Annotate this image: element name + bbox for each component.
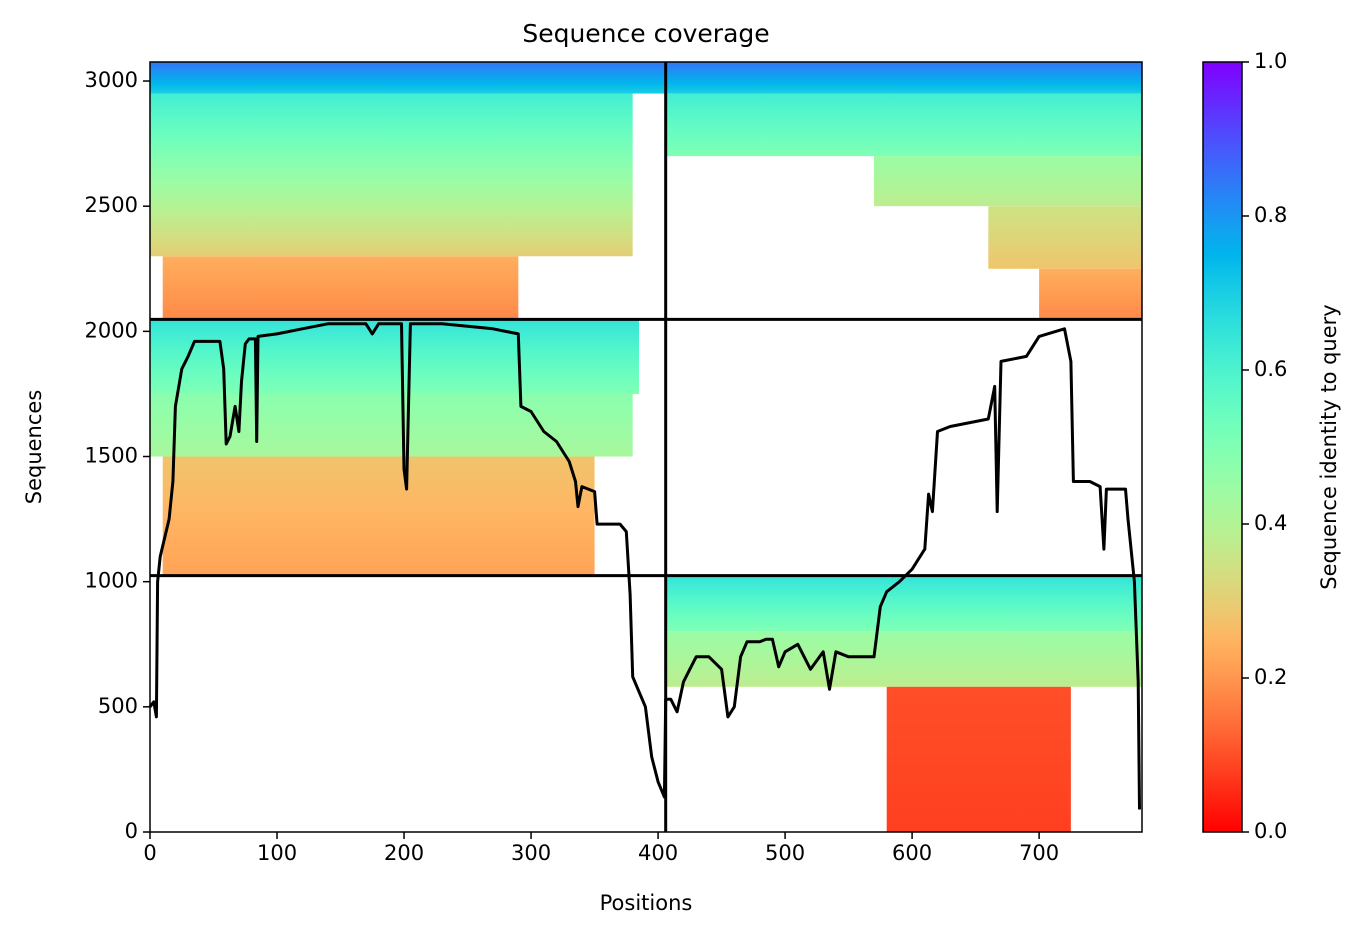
colorbar — [1202, 61, 1243, 833]
coverage-block — [873, 156, 1142, 207]
coverage-block — [665, 631, 1142, 687]
y-tick-label: 500 — [98, 694, 138, 718]
x-tick-label: 0 — [143, 841, 156, 865]
y-axis-label: Sequences — [22, 390, 46, 505]
coverage-block — [665, 62, 1142, 94]
x-tick-label: 600 — [892, 841, 932, 865]
coverage-line — [148, 322, 1141, 810]
y-tick-label: 2500 — [85, 193, 138, 217]
y-tick-label: 1000 — [85, 569, 138, 593]
coverage-block — [988, 206, 1142, 269]
x-axis-label: Positions — [600, 891, 693, 915]
coverage-block — [150, 93, 633, 257]
coverage-block — [665, 93, 1142, 157]
chart-title: Sequence coverage — [522, 19, 769, 48]
colorbar-tick-label: 0.6 — [1254, 357, 1287, 381]
coverage-block — [886, 686, 1071, 832]
y-tick-label: 2000 — [85, 318, 138, 342]
colorbar-label: Sequence identity to query — [1317, 304, 1341, 589]
y-tick-label: 1500 — [85, 444, 138, 468]
coverage-block — [162, 256, 519, 320]
colorbar-tick-label: 0.8 — [1254, 203, 1287, 227]
x-tick-label: 400 — [638, 841, 678, 865]
x-tick-label: 200 — [384, 841, 424, 865]
plot-frame — [149, 61, 1143, 833]
x-tick-label: 300 — [511, 841, 551, 865]
x-tick-label: 700 — [1019, 841, 1059, 865]
x-tick-label: 500 — [765, 841, 805, 865]
coverage-block — [150, 319, 640, 394]
x-tick-label: 100 — [257, 841, 297, 865]
y-tick-label: 0 — [125, 819, 138, 843]
colorbar-tick-label: 0.4 — [1254, 511, 1287, 535]
coverage-block — [665, 575, 1142, 632]
coverage-block — [150, 62, 666, 94]
colorbar-tick-label: 0.0 — [1254, 819, 1287, 843]
y-tick-label: 3000 — [85, 68, 138, 92]
colorbar-tick-label: 0.2 — [1254, 665, 1287, 689]
coverage-block — [162, 456, 595, 576]
colorbar-tick-label: 1.0 — [1254, 49, 1287, 73]
coverage-block — [1039, 268, 1142, 320]
